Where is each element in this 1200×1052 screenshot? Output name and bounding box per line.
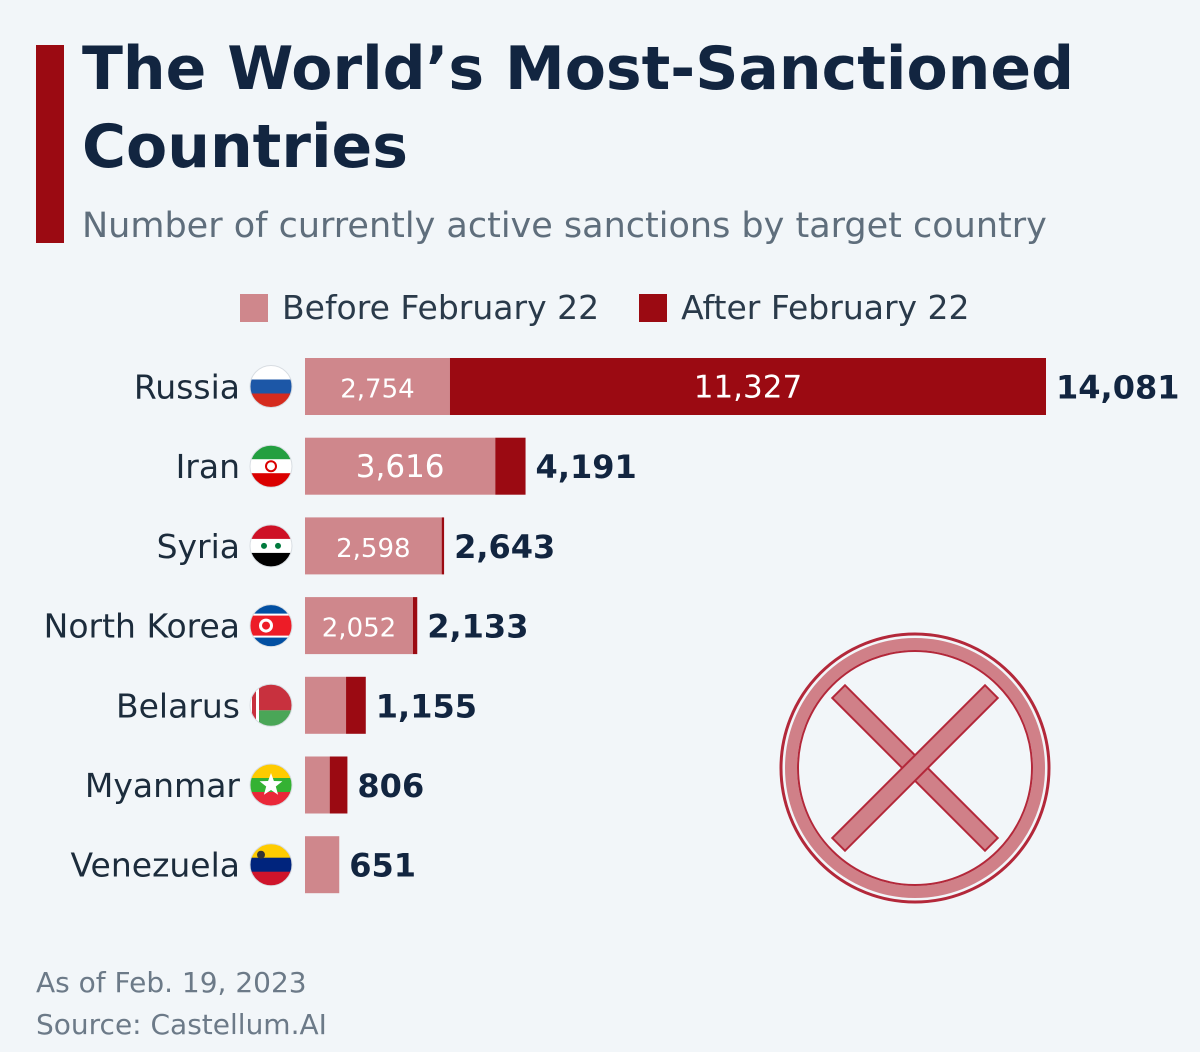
country-label: Syria	[157, 527, 240, 566]
chart-legend: Before February 22 After February 22	[240, 288, 1010, 327]
bar-total-label: 651	[349, 847, 416, 885]
bar-before-label: 2,052	[322, 614, 396, 644]
bar-total-label: 2,133	[427, 608, 528, 646]
legend-label-after: After February 22	[681, 288, 970, 327]
legend-swatch-before	[240, 293, 268, 322]
bar-total-label: 1,155	[376, 687, 477, 725]
north-korea-flag-icon	[249, 604, 293, 648]
bar-before-segment	[305, 756, 330, 814]
myanmar-flag-icon	[249, 763, 293, 807]
bar-row: Russia 2,754 11,327 14,081	[134, 358, 1179, 415]
footer-source: Source: Castellum.AI	[36, 1008, 327, 1041]
bar-total-label: 14,081	[1056, 369, 1179, 407]
cross-circle-icon	[779, 632, 1051, 904]
russia-flag-icon	[249, 365, 293, 408]
bar-after-segment	[412, 597, 418, 655]
legend-item-before: Before February 22	[240, 288, 599, 327]
country-label: Russia	[134, 368, 240, 407]
legend-swatch-after	[639, 293, 668, 322]
legend-label-before: Before February 22	[282, 288, 600, 327]
venezuela-flag-icon	[249, 843, 293, 887]
bar-before-segment	[305, 676, 347, 734]
bar-row: Syria 2,598 2,643	[157, 517, 555, 575]
bar-total-label: 4,191	[536, 448, 637, 486]
bar-after-segment	[441, 517, 445, 575]
bar-after-segment	[346, 676, 366, 734]
country-label: Venezuela	[71, 846, 240, 885]
bar-before-segment	[305, 836, 340, 894]
bar-before-segment	[305, 437, 496, 495]
page-subtitle: Number of currently active sanctions by …	[82, 206, 1047, 246]
iran-flag-icon	[249, 444, 293, 488]
page-title: The World’s Most-Sanctioned Countries	[82, 34, 1075, 182]
footer-date: As of Feb. 19, 2023	[36, 966, 307, 999]
bar-total-label: 806	[357, 767, 424, 805]
bar-row: Myanmar 806	[85, 756, 424, 814]
bar-before-label: 2,598	[336, 534, 410, 564]
bar-after-segment	[495, 437, 526, 495]
bar-after-segment	[449, 358, 1047, 415]
bar-row: Iran 3,616 4,191	[176, 437, 637, 495]
bar-row: North Korea 2,052 2,133	[44, 597, 528, 655]
country-label: Myanmar	[85, 766, 241, 805]
bar-after-label: 11,327	[694, 370, 802, 406]
syria-flag-icon	[249, 524, 293, 568]
bar-total-label: 2,643	[454, 528, 555, 566]
bar-before-label: 3,616	[356, 449, 445, 485]
bar-after-segment	[329, 756, 348, 814]
legend-item-after: After February 22	[639, 288, 970, 327]
bar-before-segment	[305, 358, 450, 415]
footer: As of Feb. 19, 2023 Source: Castellum.AI	[36, 962, 327, 1046]
country-label: Iran	[176, 447, 240, 486]
title-accent-bar	[36, 45, 64, 243]
bar-row: Venezuela 651	[71, 836, 416, 894]
belarus-flag-icon	[249, 683, 293, 727]
bar-row: Belarus 1,155	[116, 676, 477, 734]
bar-before-segment	[305, 517, 442, 575]
bar-before-label: 2,754	[340, 375, 414, 405]
country-label: Belarus	[116, 686, 240, 725]
bar-before-segment	[305, 597, 413, 655]
country-label: North Korea	[44, 607, 240, 646]
